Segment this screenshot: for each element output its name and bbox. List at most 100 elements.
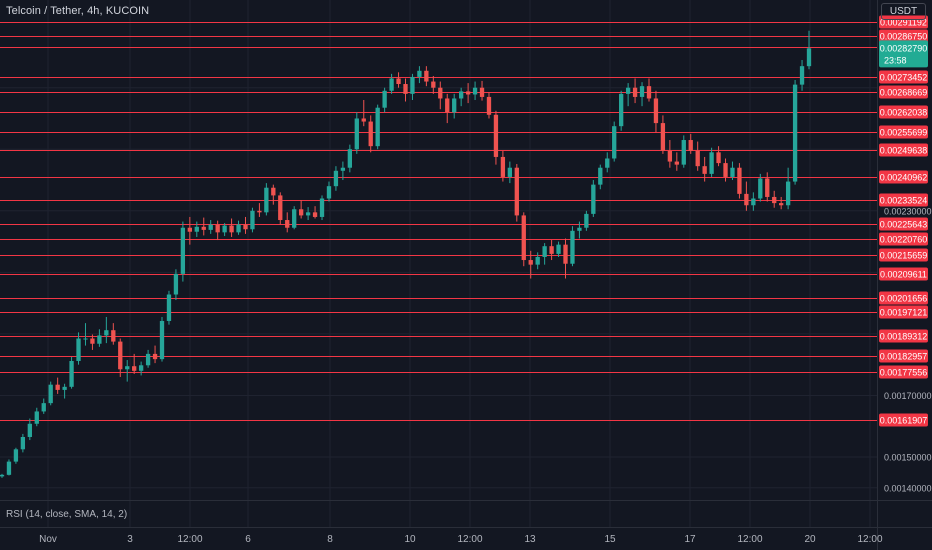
candle: [298, 200, 304, 219]
candle-body: [542, 246, 547, 257]
candle: [319, 195, 325, 221]
candle: [521, 212, 526, 267]
level-price-tag[interactable]: 0.00197121: [879, 305, 928, 319]
candle: [751, 192, 756, 211]
level-price-tag[interactable]: 0.00255699: [879, 125, 928, 139]
candle: [507, 161, 513, 184]
candle: [243, 216, 248, 234]
level-price-tag[interactable]: 0.00209611: [879, 267, 928, 281]
candle-body: [535, 256, 540, 265]
candle: [229, 218, 234, 237]
candle: [625, 83, 631, 107]
candle: [514, 164, 519, 222]
candle-body: [632, 87, 638, 97]
candle-body: [20, 436, 26, 450]
candle: [340, 161, 346, 181]
candle-body: [445, 98, 450, 113]
level-price-tag-bg: [879, 70, 928, 84]
candle: [375, 104, 380, 150]
level-price-tag[interactable]: 0.00177556: [879, 365, 928, 379]
candle: [125, 360, 130, 382]
candle-body: [347, 149, 353, 168]
candle-body: [83, 338, 88, 340]
candle-body: [577, 227, 582, 231]
candle-body: [500, 156, 506, 177]
level-price-tag-label: 0.00201656: [880, 294, 928, 304]
level-price-tag[interactable]: 0.00273452: [879, 70, 928, 84]
level-price-tag-bg: [879, 170, 928, 184]
candle-body: [264, 187, 269, 213]
candle: [173, 269, 179, 301]
candle-body: [208, 224, 213, 230]
level-price-tag[interactable]: 0.00262038: [879, 105, 928, 119]
candle-body: [132, 366, 137, 371]
level-price-tag[interactable]: 0.00215659: [879, 248, 928, 262]
candle-body: [6, 461, 12, 475]
currency-button[interactable]: USDT: [881, 3, 926, 20]
current-price-tag[interactable]: 0.00282790 23:58: [879, 40, 928, 68]
level-price-tag-label: 0.00255699: [880, 128, 928, 138]
level-price-tag[interactable]: 0.00189312: [879, 329, 928, 343]
level-price-tag[interactable]: 0.00240962: [879, 170, 928, 184]
candle-body: [479, 87, 485, 97]
time-tick-label: Nov: [39, 534, 57, 545]
candle: [13, 447, 19, 464]
candle-body: [751, 198, 756, 206]
candle: [180, 221, 186, 282]
candle: [472, 81, 478, 101]
candle: [542, 243, 547, 265]
candle: [403, 78, 408, 102]
level-price-tag[interactable]: 0.00182957: [879, 349, 928, 363]
candle: [104, 316, 109, 344]
candle: [681, 135, 686, 168]
symbol-title[interactable]: Telcoin / Tether, 4h, KUCOIN: [6, 5, 150, 17]
candle-body: [681, 140, 686, 165]
candle: [667, 140, 673, 168]
candle-body: [243, 224, 248, 230]
level-price-tag-label: 0.00273452: [880, 73, 928, 83]
candle: [145, 349, 151, 368]
candle: [445, 93, 450, 124]
candle-body: [403, 84, 408, 94]
candle-body: [201, 226, 206, 230]
candle: [424, 66, 429, 87]
candle: [605, 152, 610, 173]
level-price-tag[interactable]: 0.00161907: [879, 413, 928, 427]
level-price-tag[interactable]: 0.00220760: [879, 232, 928, 246]
candle: [166, 290, 172, 325]
level-price-tag[interactable]: 0.00201656: [879, 291, 928, 305]
candle: [688, 133, 693, 154]
candle: [612, 121, 617, 162]
candle-body: [521, 215, 526, 261]
current-price-tag-bg: [879, 40, 928, 68]
candle-body: [333, 170, 339, 187]
level-price-tag-bg: [879, 413, 928, 427]
price-tick-label: 0.00230000: [884, 206, 932, 216]
candle-body: [361, 118, 366, 122]
candle-body: [549, 246, 554, 254]
level-price-tag[interactable]: 0.00291192: [879, 15, 928, 29]
time-axis[interactable]: Nov 3 12:00 6 8 10 12:00 13 15 17 12:00 20 12:00: [39, 534, 883, 545]
candle-body: [785, 181, 791, 206]
candle: [97, 329, 102, 347]
level-price-tag[interactable]: 0.00286750: [879, 29, 928, 43]
candle-body: [159, 320, 165, 360]
level-price-tag[interactable]: 0.00268669: [879, 85, 928, 99]
candle: [785, 167, 791, 210]
candle-body: [319, 198, 325, 217]
candle: [396, 72, 401, 88]
candle-body: [486, 96, 492, 115]
candle-body: [298, 209, 304, 216]
candle: [389, 73, 394, 94]
candle-body: [660, 123, 666, 151]
candle: [257, 203, 262, 217]
candle: [361, 100, 366, 127]
level-price-tag[interactable]: 0.00249638: [879, 143, 928, 157]
candle-body: [396, 78, 401, 85]
level-price-tag[interactable]: 0.00233524: [879, 193, 928, 207]
bar-countdown: 23:58: [884, 55, 907, 65]
price-axis[interactable]: 0.00140000 0.00150000 0.00170000 0.00230000…: [879, 15, 932, 494]
level-price-tag[interactable]: 0.00225643: [879, 217, 928, 231]
rsi-indicator-label[interactable]: RSI (14, close, SMA, 14, 2): [6, 509, 128, 520]
